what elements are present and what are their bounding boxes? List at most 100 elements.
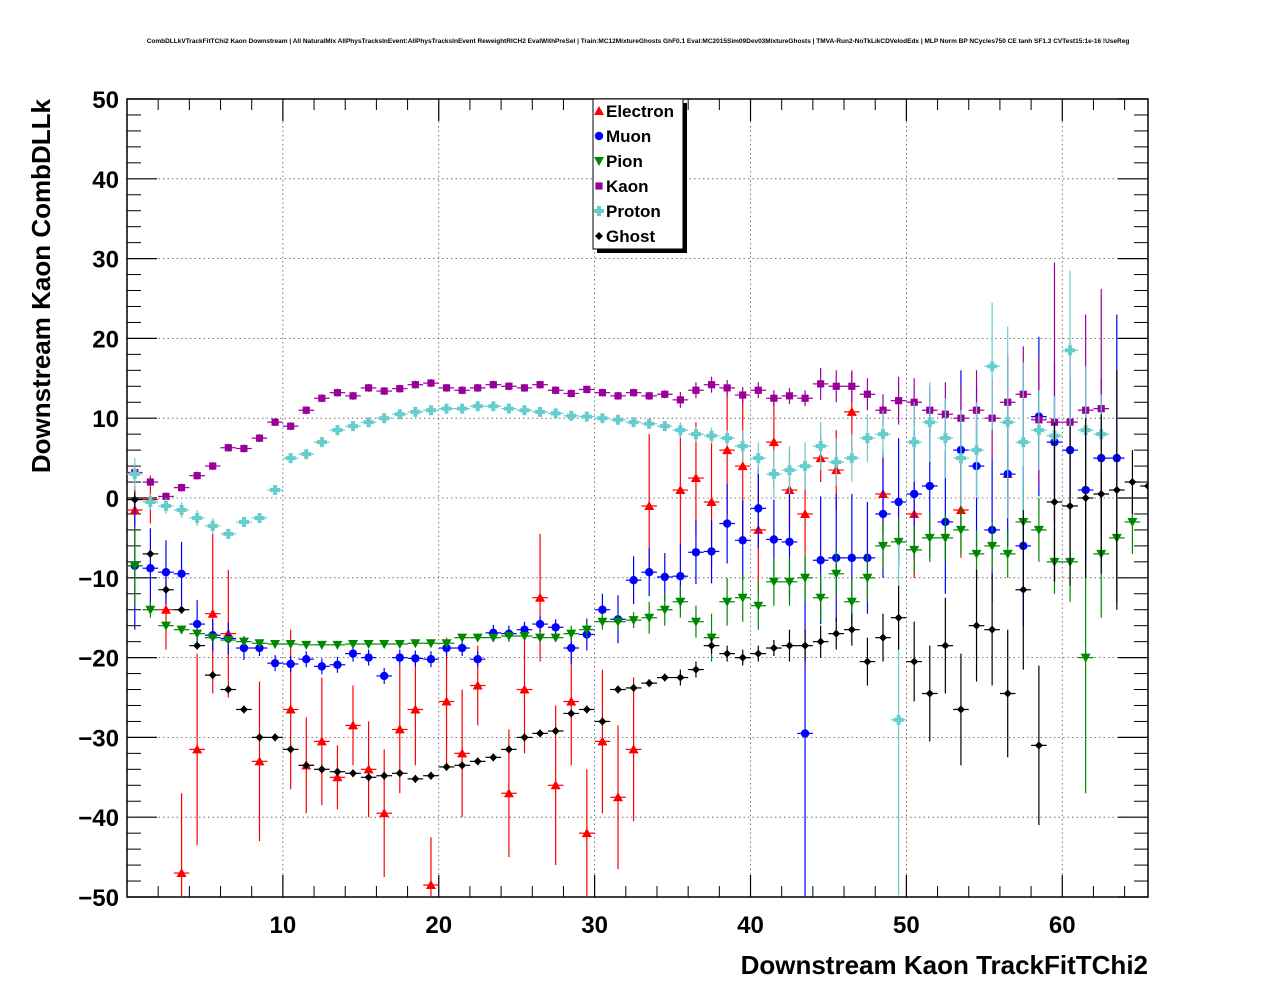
kaon-point [142, 478, 159, 487]
kaon-marker [770, 394, 778, 402]
ghost-point [999, 629, 1016, 758]
ghost-point [127, 491, 143, 508]
ghost-marker [271, 733, 280, 742]
ghost-marker [286, 745, 295, 754]
legend-kaon-label: Kaon [606, 177, 649, 196]
kaon-point [329, 388, 346, 397]
muon-point [267, 655, 283, 672]
kaon-marker [552, 386, 560, 394]
ghost-point [656, 673, 673, 682]
proton-marker [207, 520, 218, 531]
muon-marker [177, 569, 186, 579]
ghost-marker [582, 705, 591, 714]
pion-point [282, 640, 299, 650]
ghost-point [1093, 414, 1110, 574]
electron-point [454, 689, 470, 818]
kaon-marker [801, 394, 809, 402]
pion-point [672, 585, 689, 618]
pion-point [610, 613, 626, 630]
pion-point [314, 640, 330, 650]
kaon-point [407, 380, 424, 389]
kaon-point [750, 382, 767, 399]
ghost-marker [785, 641, 794, 650]
kaon-marker [442, 384, 451, 392]
pion-marker [909, 545, 920, 555]
pion-marker [285, 640, 296, 650]
pion-point [423, 639, 439, 649]
ghost-point [1077, 418, 1094, 578]
proton-marker [394, 409, 405, 420]
muon-marker [535, 619, 545, 629]
ghost-point [1140, 462, 1148, 510]
pion-marker [566, 629, 577, 639]
proton-marker [1002, 417, 1013, 428]
legend-muon-label: Muon [606, 127, 651, 146]
muon-marker [146, 564, 155, 573]
chart-title: CombDLLkVTrackFitTChi2 Kaon Downstream |… [147, 38, 1130, 45]
proton-point [438, 403, 455, 414]
ghost-marker [239, 705, 248, 714]
muon-marker [379, 671, 389, 681]
proton-point [766, 450, 782, 498]
ghost-marker [894, 613, 903, 622]
electron-marker [472, 680, 483, 690]
kaon-point [516, 383, 533, 392]
electron-point [516, 625, 533, 754]
muon-marker [161, 568, 171, 577]
ghost-marker [364, 773, 373, 782]
proton-marker [441, 403, 452, 414]
ghost-marker [458, 761, 467, 770]
pion-point [688, 605, 704, 638]
proton-marker [363, 417, 374, 428]
kaon-marker [707, 381, 716, 389]
ghost-point [485, 753, 502, 762]
ghost-marker [1050, 497, 1059, 506]
kaon-marker [848, 382, 856, 390]
x-tick-label: 10 [270, 912, 297, 939]
x-tick-label: 40 [737, 912, 764, 939]
kaon-marker [739, 391, 747, 399]
proton-point [282, 453, 299, 464]
grid-lines [127, 99, 1148, 897]
ghost-point [438, 762, 455, 771]
kaon-marker [583, 385, 591, 394]
ghost-marker [536, 729, 545, 738]
pion-marker [955, 525, 966, 535]
pion-marker [394, 640, 405, 650]
electron-marker [503, 788, 514, 798]
pion-point [267, 640, 283, 650]
ghost-marker [1097, 490, 1106, 499]
ghost-point [345, 769, 361, 778]
pion-point [376, 640, 392, 650]
pion-point [812, 573, 829, 622]
proton-point [594, 413, 611, 424]
kaon-marker [318, 394, 326, 402]
proton-point [844, 434, 860, 483]
muon-marker [520, 625, 529, 634]
pion-marker [971, 549, 982, 559]
pion-marker [176, 625, 187, 635]
pion-point [391, 640, 408, 650]
ghost-point [516, 733, 533, 742]
proton-marker [488, 401, 499, 412]
pion-marker [987, 541, 998, 551]
proton-marker [145, 496, 156, 507]
pion-point [594, 613, 611, 630]
pion-point [1031, 498, 1047, 562]
muon-marker [738, 536, 747, 545]
pion-point [345, 640, 361, 650]
pion-marker [737, 593, 748, 603]
proton-point [672, 422, 689, 439]
pion-marker [441, 639, 452, 649]
proton-point [251, 512, 268, 523]
kaon-marker [193, 472, 201, 480]
proton-point [1031, 390, 1047, 471]
pion-marker [223, 636, 234, 646]
proton-marker [129, 469, 140, 480]
ghost-marker [333, 767, 342, 776]
muon-marker [878, 509, 888, 519]
electron-marker [644, 500, 655, 510]
proton-marker [316, 437, 327, 448]
electron-point [423, 837, 439, 897]
kaon-point [579, 385, 595, 394]
